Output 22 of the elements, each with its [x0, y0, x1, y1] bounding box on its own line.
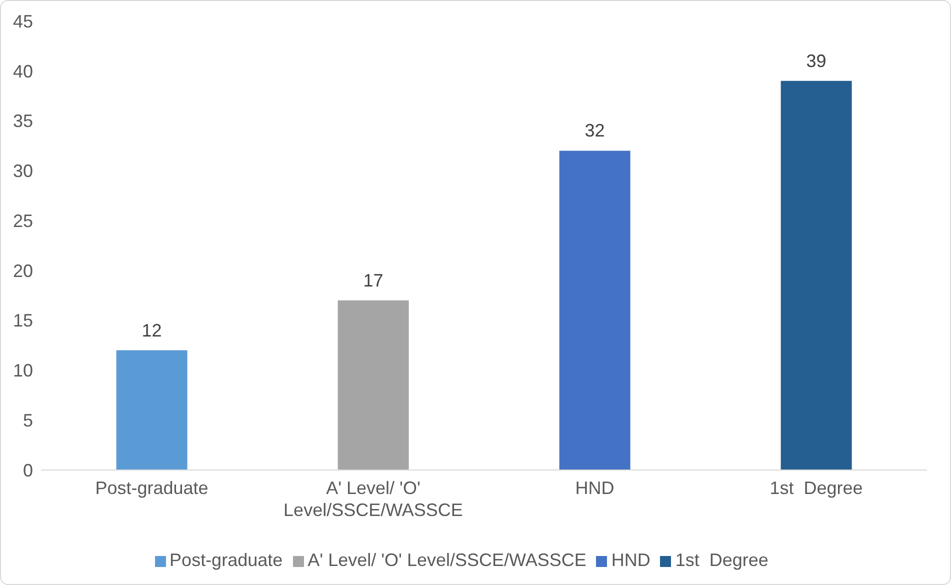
legend-label: 1st Degree [675, 550, 768, 570]
y-tick-label: 35 [12, 111, 33, 132]
x-tick-label: HND [575, 478, 614, 498]
legend-label: A' Level/ 'O' Level/SSCE/WASSCE [308, 550, 586, 570]
data-label: 39 [806, 50, 826, 71]
legend-label: Post-graduate [170, 550, 283, 570]
x-tick-label: 1st Degree [770, 478, 863, 498]
data-label: 12 [142, 320, 162, 340]
y-tick-label: 30 [12, 161, 33, 182]
x-tick-label: A' Level/ 'O' Level/SSCE/WASSCE [284, 478, 463, 520]
legend-label: HND [611, 550, 650, 570]
y-tick-label: 15 [12, 310, 33, 331]
y-tick-label: 20 [12, 260, 33, 281]
data-label: 32 [584, 120, 605, 141]
y-tick-label: 25 [12, 210, 33, 231]
data-label: 17 [363, 270, 384, 290]
y-tick-label: 45 [12, 11, 33, 32]
y-tick-label: 10 [12, 360, 33, 381]
x-tick-label: Post-graduate [95, 478, 208, 498]
y-tick-label: 40 [12, 61, 33, 82]
y-tick-label: 5 [22, 410, 33, 430]
y-tick-label: 0 [22, 460, 33, 480]
